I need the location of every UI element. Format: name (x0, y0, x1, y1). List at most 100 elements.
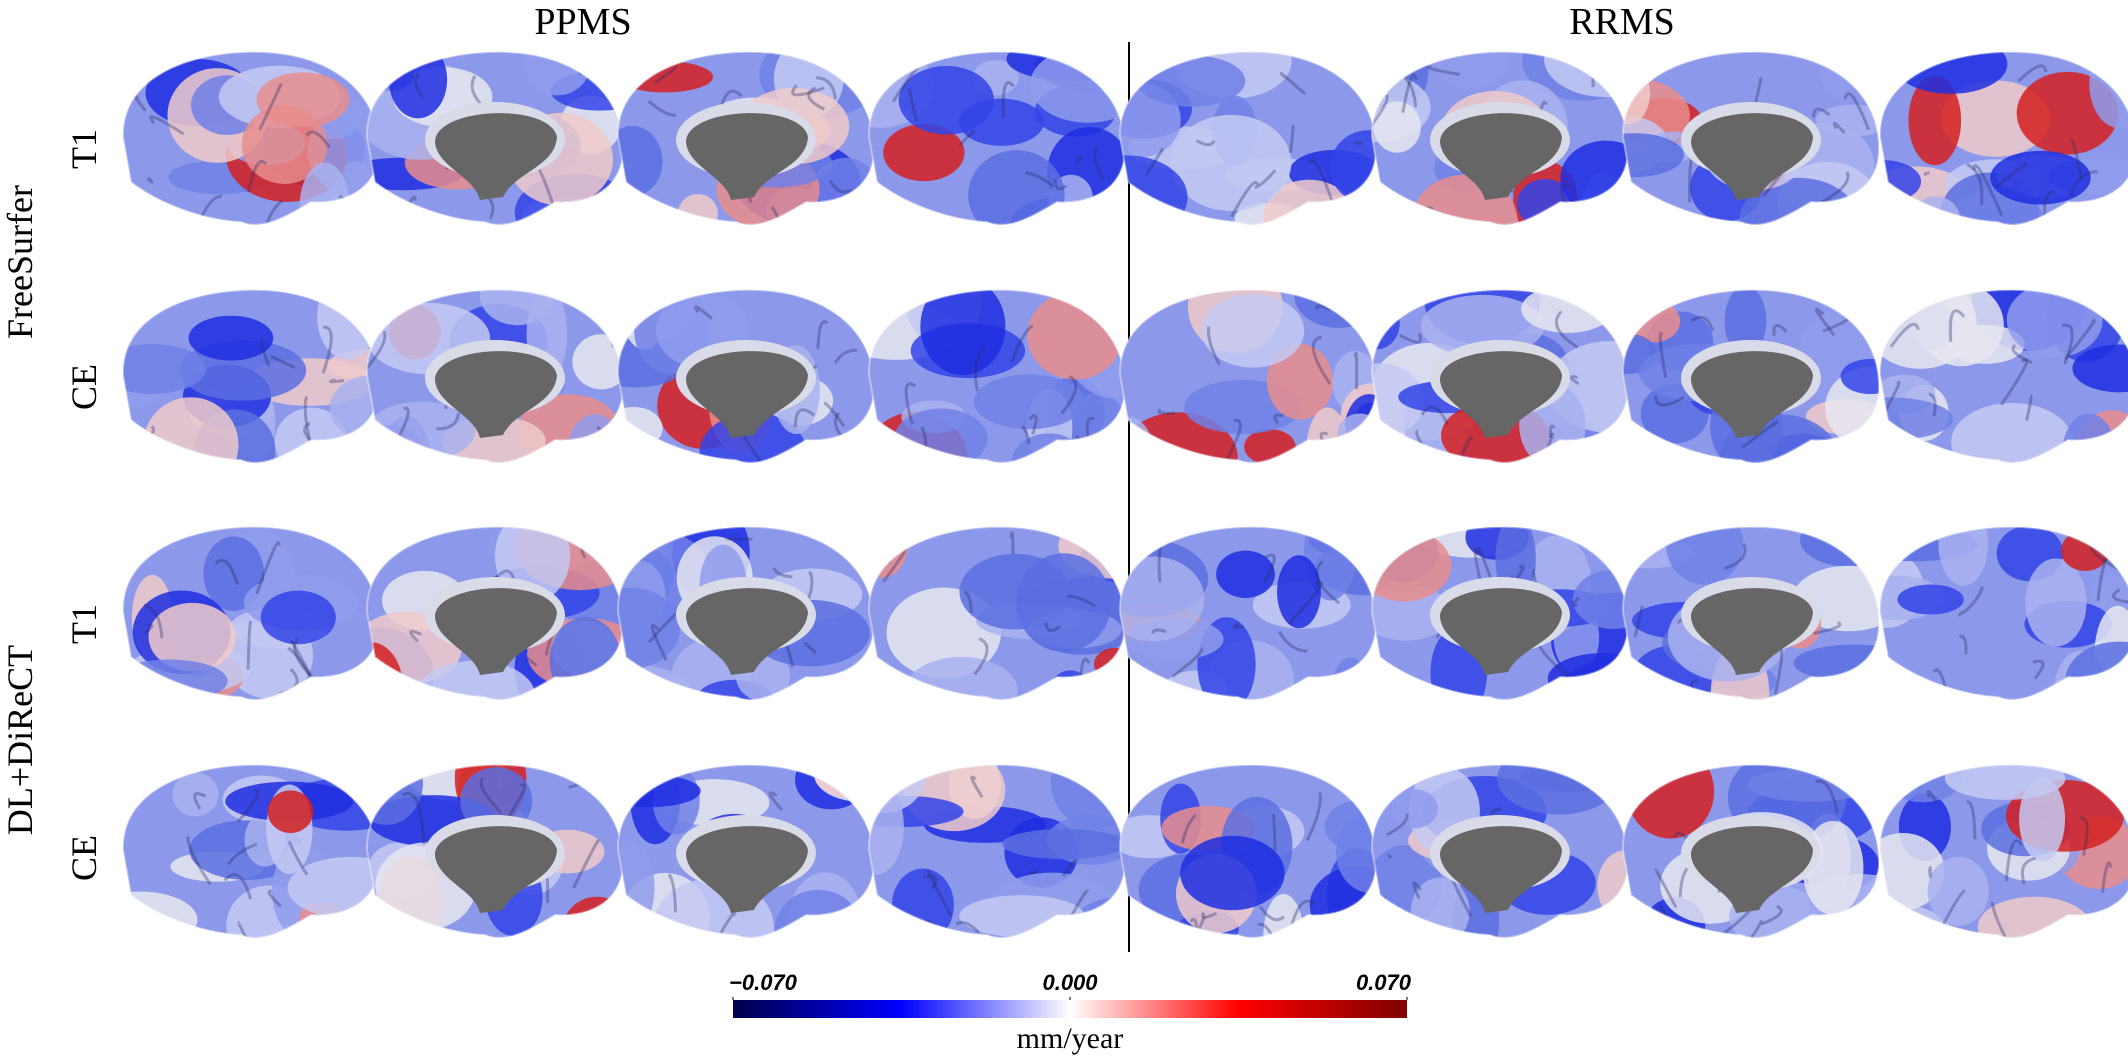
brain-region (1373, 101, 1421, 153)
brain-region (1908, 75, 1962, 166)
brain-outline (1118, 763, 1378, 939)
sulcus (1389, 917, 1408, 938)
sulcus (973, 637, 989, 676)
sulcus (1010, 324, 1034, 363)
colorbar (733, 1000, 1407, 1018)
sulcus (578, 68, 610, 76)
sulcus (214, 558, 239, 585)
sulcus (1157, 408, 1176, 415)
sulcus (1273, 413, 1284, 425)
brain-region (868, 526, 910, 578)
sulcus (816, 320, 829, 350)
brain-region (2025, 558, 2087, 647)
brainstem (1691, 351, 1813, 438)
brainstem (1691, 113, 1813, 200)
sulcus (226, 842, 258, 866)
sulcus (122, 318, 142, 328)
sulcus (2032, 659, 2045, 680)
brainstem (686, 588, 808, 675)
brain-region (1263, 893, 1304, 938)
brain-region (122, 343, 207, 394)
sulcus (2004, 839, 2023, 882)
sulcus (255, 541, 281, 595)
brain-region (1879, 289, 1977, 369)
brain-region (299, 162, 350, 225)
sulcus (2020, 856, 2037, 885)
brain-region (565, 414, 624, 463)
group-label: DL+DiReCT (0, 645, 40, 835)
brain-region (1016, 553, 1112, 652)
brainstem (686, 113, 808, 200)
sulcus (1401, 73, 1418, 114)
brain-region (2072, 344, 2128, 393)
sulcus (1287, 581, 1323, 625)
sulcus (381, 670, 398, 700)
brain-region (883, 124, 965, 182)
brain-region (1665, 526, 1744, 585)
sulcus (922, 874, 938, 890)
sulcus (1315, 304, 1331, 311)
brain-outline (1370, 50, 1630, 226)
brain-region (824, 204, 875, 225)
brain-outline (867, 50, 1127, 226)
brain-region (898, 65, 994, 135)
sulcus (963, 590, 973, 613)
sulcus (1927, 866, 1933, 879)
sulcus (190, 194, 223, 225)
sulcus (1966, 800, 1977, 840)
brain-outline (1621, 288, 1881, 464)
sulcus (328, 378, 345, 384)
brain-region (172, 772, 219, 817)
sulcus (1948, 309, 1966, 343)
sulcus (650, 623, 668, 662)
sulcus (1305, 791, 1322, 842)
brainstem (1440, 826, 1562, 913)
brain-outline (1621, 50, 1881, 226)
sulcus (2101, 861, 2113, 893)
sulcus (146, 176, 154, 184)
brain-region (1336, 812, 1377, 894)
brain-region (1927, 856, 1989, 926)
brain-region (1329, 657, 1372, 700)
sulcus (1723, 543, 1747, 571)
sulcus (321, 325, 333, 374)
brain-region (1170, 114, 1292, 211)
sulcus (791, 84, 825, 97)
sulcus (305, 130, 331, 149)
sulcus (1171, 646, 1204, 678)
brain-region (904, 656, 1018, 700)
sulcus (1633, 605, 1644, 638)
brain-outline (1370, 288, 1630, 464)
brain-region (1012, 433, 1086, 463)
brain-region (148, 602, 236, 672)
sulcus (1426, 65, 1460, 77)
brain-outline (867, 763, 1127, 939)
sulcus (772, 567, 793, 579)
brain-outline (867, 288, 1127, 464)
sulcus (1832, 121, 1846, 134)
sulcus (828, 179, 853, 194)
sulcus (1075, 434, 1098, 463)
sulcus (1690, 315, 1715, 332)
brainstem (1440, 113, 1562, 200)
brain-region (414, 660, 536, 700)
brain-outline (1118, 525, 1378, 701)
sulcus (1458, 435, 1474, 463)
brain-region (1201, 294, 1305, 368)
tick-label: 0.000 (1042, 970, 1098, 995)
brain-outline (365, 288, 625, 464)
sulcus (1653, 395, 1685, 407)
brain-region (2062, 413, 2116, 463)
brain-outline (365, 763, 625, 939)
brain-region (1306, 407, 1349, 463)
brain (1622, 289, 1880, 463)
brain-region (1294, 289, 1377, 328)
sulcus (1225, 418, 1242, 461)
brain-region (1277, 555, 1321, 629)
brain-region (1136, 55, 1246, 107)
sulcus (904, 382, 917, 425)
brain-outline (1370, 763, 1630, 939)
sulcus (1813, 621, 1842, 635)
brain-region (1371, 363, 1425, 439)
sulcus (1531, 432, 1555, 463)
